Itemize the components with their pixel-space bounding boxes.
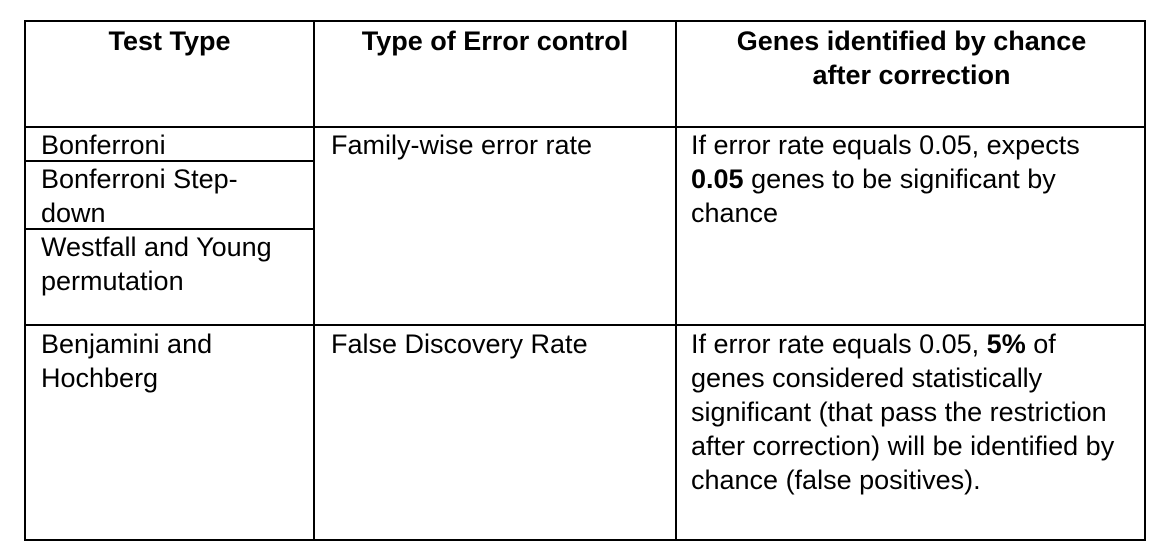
genes-fdr: If error rate equals 0.05, 5% of genes c… [691,327,1136,497]
genes-fwer-prefix: If error rate equals 0.05, expects [691,130,1080,160]
test-westfall-young: Westfall and Young permutation [41,232,272,296]
header-error-control: Type of Error control [361,26,629,56]
genes-fdr-suffix: of genes considered statistically signif… [691,329,1115,495]
test-bonferroni-step-down: Bonferroni Step-down [41,164,238,228]
genes-fdr-bold: 5% [986,329,1026,359]
test-bonferroni: Bonferroni [41,130,166,160]
header-row-divider [26,126,1144,128]
genes-fwer-bold: 0.05 [691,164,744,194]
genes-fwer-suffix: genes to be significant by chance [691,164,1056,228]
error-control-fdr: False Discovery Rate [331,329,588,359]
error-control-table: Test Type Type of Error control Genes id… [24,20,1146,541]
sub-row-divider [26,160,315,162]
column-divider [675,22,677,539]
genes-fdr-prefix: If error rate equals 0.05, [691,329,980,359]
column-divider [313,22,315,539]
genes-fwer: If error rate equals 0.05, expects 0.05 … [691,128,1131,230]
sub-row-divider [26,228,315,230]
header-genes: Genes identified by chance after correct… [736,26,1087,90]
test-benjamini-hochberg: Benjamini and Hochberg [41,329,213,393]
error-control-fwer: Family-wise error rate [331,130,593,160]
row-divider [26,324,1144,326]
header-test-type: Test Type [108,26,231,56]
